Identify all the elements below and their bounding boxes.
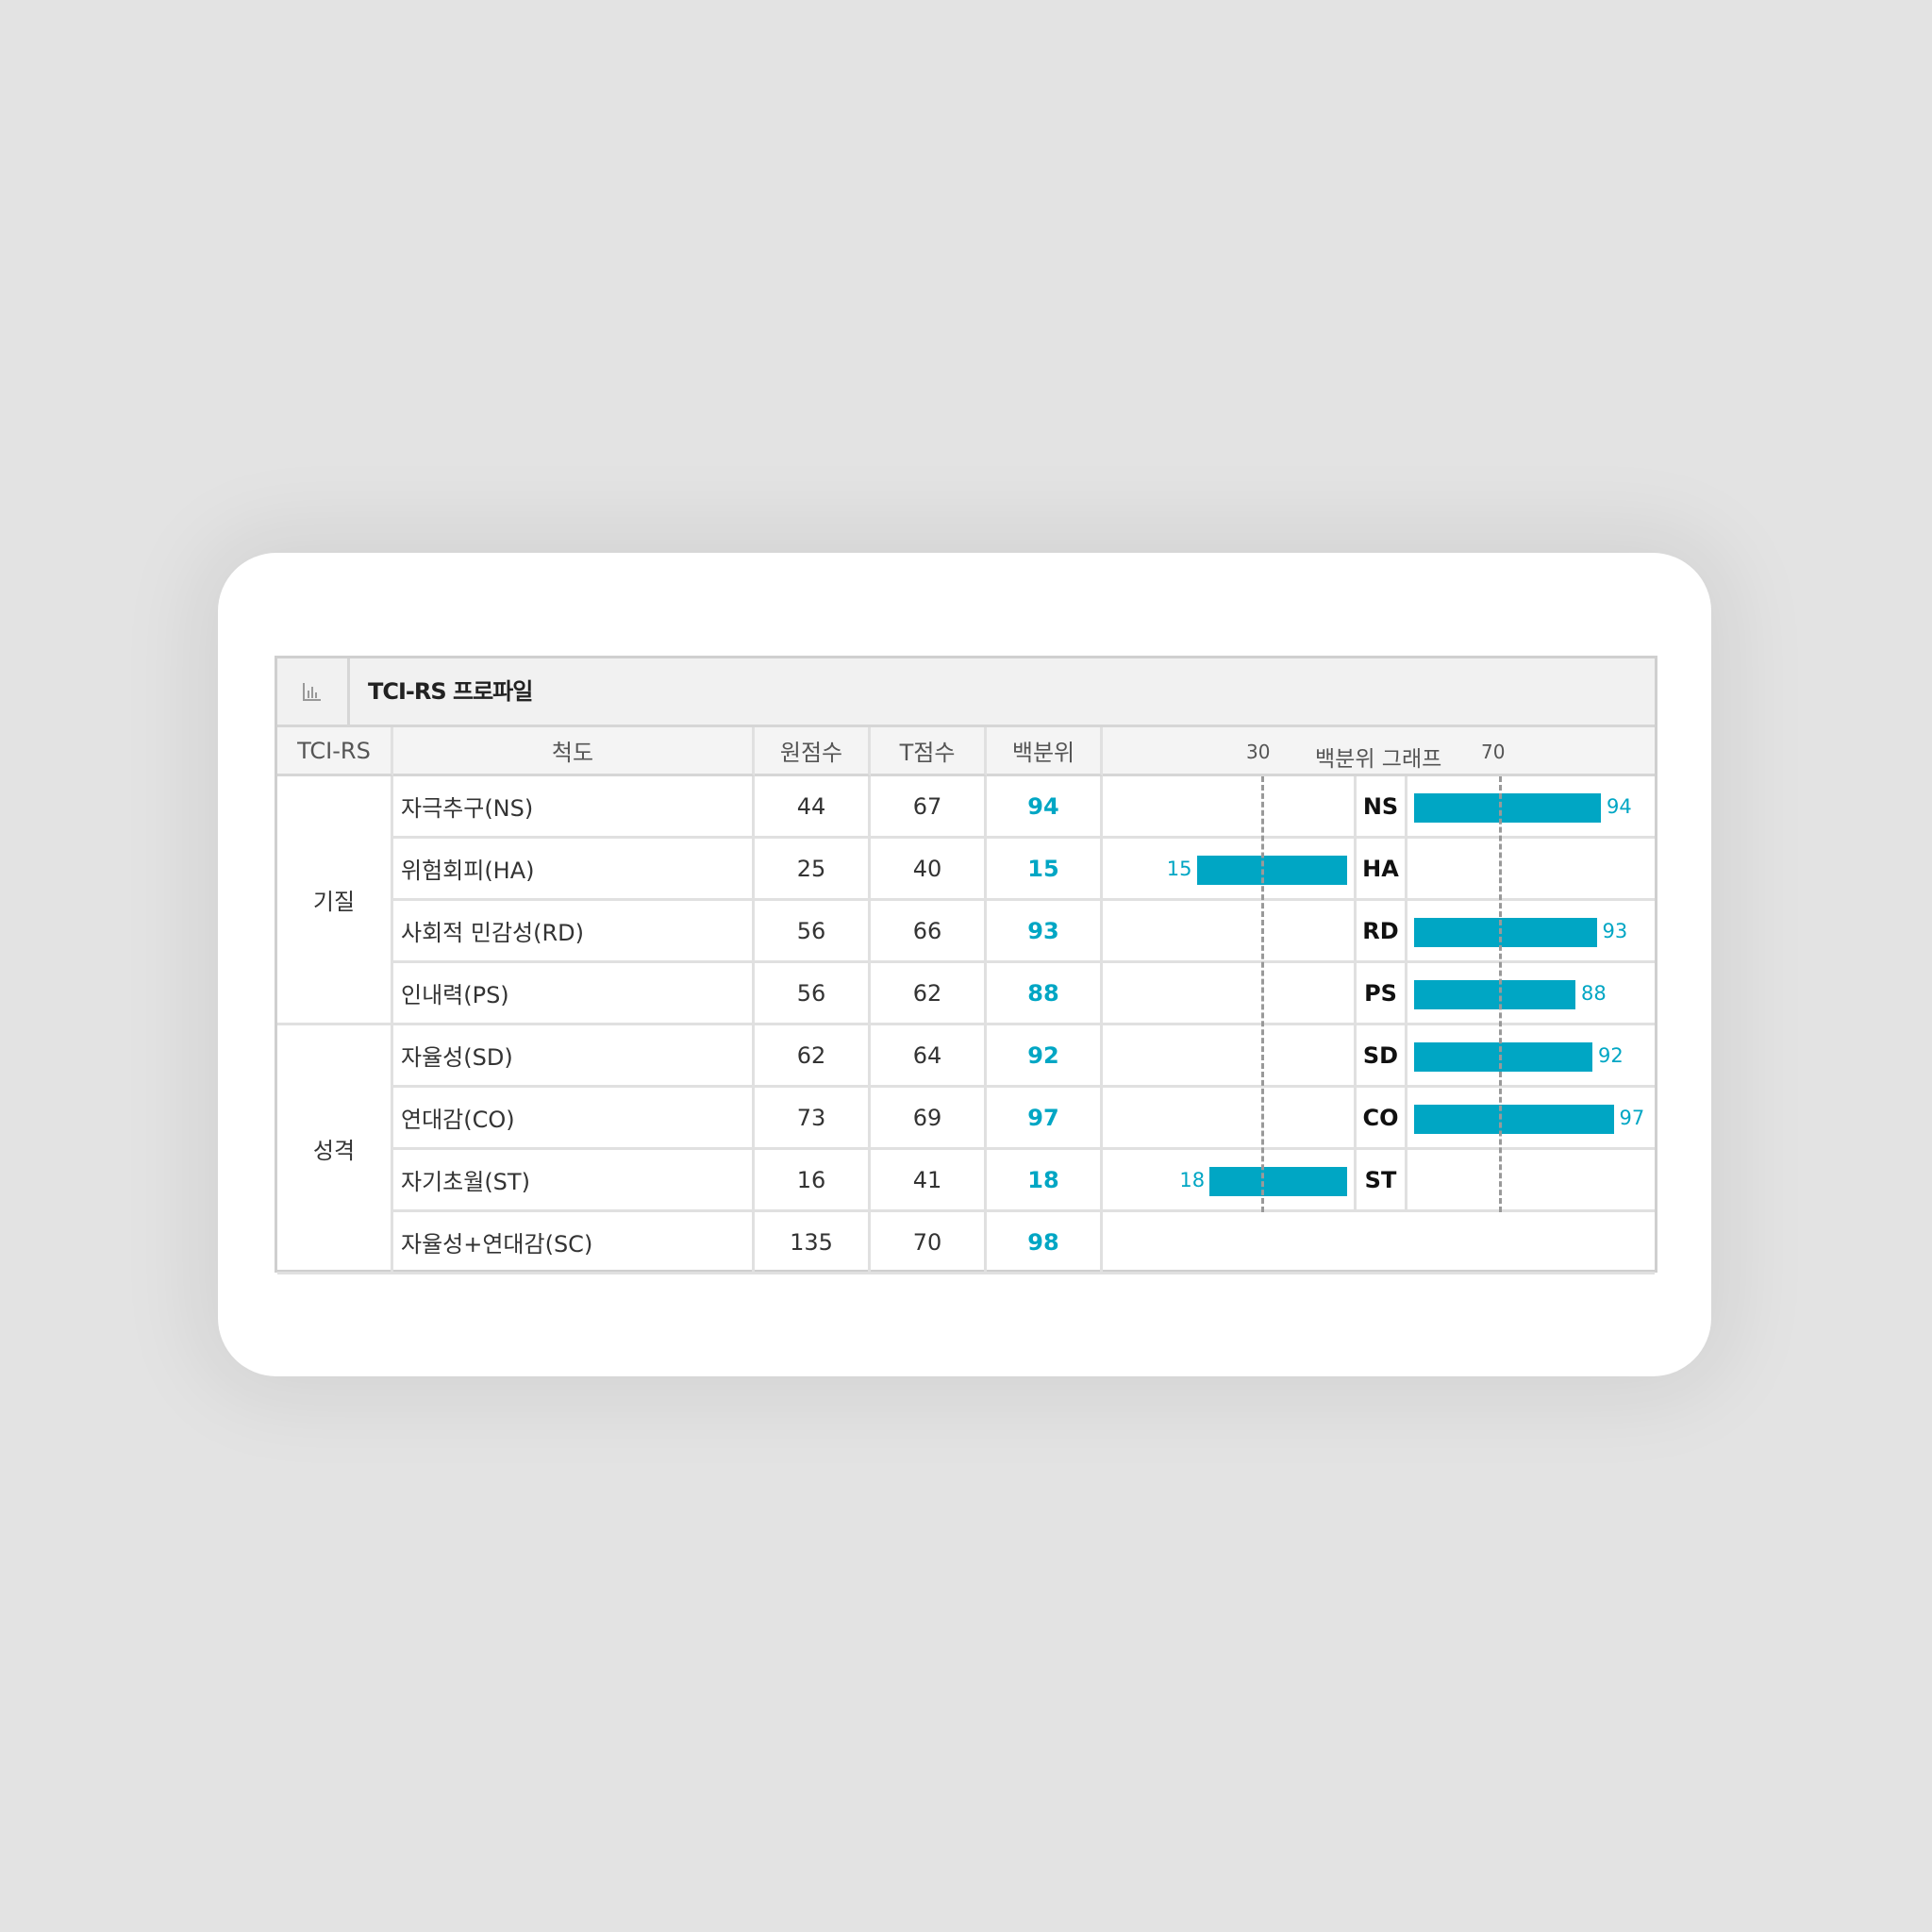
raw-score: 73 (755, 1088, 871, 1150)
graph-code-label: PS (1357, 963, 1407, 1025)
percentile-bar-rd (1414, 918, 1597, 947)
scale-name: 연대감(CO) (393, 1088, 755, 1150)
t-score: 66 (871, 901, 987, 963)
percentile-bar-co (1414, 1105, 1614, 1134)
bar-value-label: 88 (1581, 982, 1607, 1005)
raw-score: 135 (755, 1212, 871, 1274)
graph-right-cell (1407, 839, 1655, 901)
header-raw: 원점수 (755, 727, 871, 776)
graph-right-cell (1407, 1025, 1655, 1088)
percentile: 88 (987, 963, 1103, 1025)
bar-value-label: 92 (1598, 1044, 1624, 1067)
tci-rs-profile-table: TCI-RS 프로파일 TCI-RS 척도 원점수 T점수 백분위 30 백분위 그래프 70… (275, 656, 1657, 1274)
graph-right-cell (1407, 776, 1655, 839)
percentile: 94 (987, 776, 1103, 839)
dashed-line-30 (1261, 776, 1264, 1212)
tick-30: 30 (1246, 741, 1271, 763)
raw-score: 16 (755, 1150, 871, 1212)
t-score: 62 (871, 963, 987, 1025)
graph-code-label: RD (1357, 901, 1407, 963)
header-graph (1103, 727, 1655, 776)
raw-score: 44 (755, 776, 871, 839)
graph-code-label: SD (1357, 1025, 1407, 1088)
t-score: 40 (871, 839, 987, 901)
bar-value-label: 15 (1166, 858, 1192, 880)
tick-70: 70 (1481, 741, 1506, 763)
scale-name: 자율성+연대감(SC) (393, 1212, 755, 1274)
t-score: 69 (871, 1088, 987, 1150)
t-score: 70 (871, 1212, 987, 1274)
percentile: 18 (987, 1150, 1103, 1212)
title-bar: TCI-RS 프로파일 (277, 658, 1655, 727)
table-title: TCI-RS 프로파일 (368, 678, 533, 705)
graph-left-cell (1103, 901, 1357, 963)
graph-left-cell (1103, 839, 1357, 901)
raw-score: 56 (755, 901, 871, 963)
t-score: 64 (871, 1025, 987, 1088)
percentile: 97 (987, 1088, 1103, 1150)
graph-right-cell (1407, 901, 1655, 963)
graph-left-cell (1103, 1150, 1357, 1212)
percentile-bar-sd (1414, 1042, 1592, 1072)
t-score: 67 (871, 776, 987, 839)
raw-score: 62 (755, 1025, 871, 1088)
graph-empty-cell (1103, 1212, 1655, 1274)
bar-value-label: 18 (1179, 1169, 1206, 1191)
raw-score: 56 (755, 963, 871, 1025)
graph-code-label: NS (1357, 776, 1407, 839)
percentile: 98 (987, 1212, 1103, 1274)
scale-name: 자율성(SD) (393, 1025, 755, 1088)
graph-left-cell (1103, 1088, 1357, 1150)
dashed-line-70 (1499, 776, 1502, 1212)
t-score: 41 (871, 1150, 987, 1212)
header-pct: 백분위 (987, 727, 1103, 776)
scale-name: 사회적 민감성(RD) (393, 901, 755, 963)
scale-name: 자극추구(NS) (393, 776, 755, 839)
percentile-bar-st (1209, 1167, 1347, 1196)
percentile-bar-ns (1414, 793, 1601, 823)
header-t: T점수 (871, 727, 987, 776)
graph-left-cell (1103, 963, 1357, 1025)
group-label: 기질 (277, 776, 393, 1025)
graph-code-label: ST (1357, 1150, 1407, 1212)
bar-value-label: 97 (1619, 1107, 1645, 1129)
percentile: 92 (987, 1025, 1103, 1088)
graph-right-cell (1407, 1150, 1655, 1212)
percentile: 93 (987, 901, 1103, 963)
graph-right-cell (1407, 1088, 1655, 1150)
percentile-bar-ps (1414, 980, 1575, 1009)
graph-right-cell (1407, 963, 1655, 1025)
group-label: 성격 (277, 1025, 393, 1274)
header-group: TCI-RS (277, 727, 393, 776)
percentile: 15 (987, 839, 1103, 901)
bar-value-label: 94 (1607, 795, 1632, 818)
graph-left-cell (1103, 1025, 1357, 1088)
bar-value-label: 93 (1602, 920, 1628, 942)
scale-name: 자기초월(ST) (393, 1150, 755, 1212)
raw-score: 25 (755, 839, 871, 901)
scale-name: 인내력(PS) (393, 963, 755, 1025)
percentile-bar-ha (1196, 856, 1347, 885)
graph-code-label: HA (1357, 839, 1407, 901)
graph-code-label: CO (1357, 1088, 1407, 1150)
graph-title: 백분위 그래프 (1315, 747, 1442, 772)
graph-left-cell (1103, 776, 1357, 839)
header-scale: 척도 (393, 727, 755, 776)
scale-name: 위험회피(HA) (393, 839, 755, 901)
bar-chart-icon (277, 658, 350, 724)
